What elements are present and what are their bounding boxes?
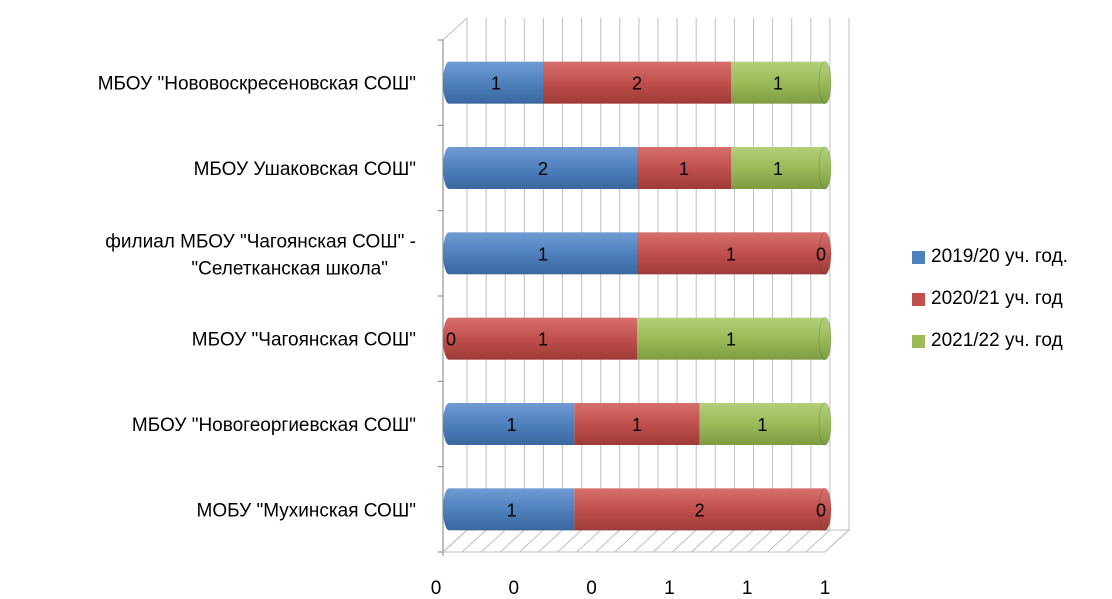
floor-gridline [538,529,563,553]
bar-segment [449,147,637,189]
legend: 2019/20 уч. год. 2020/21 уч. год 2021/22… [912,244,1068,370]
bar-end-cap [443,61,455,104]
floor-gridline [710,529,735,553]
data-labels: 1 2 0 1 1 1 0 1 1 1 1 0 2 1 1 1 2 1 [446,74,826,521]
data-label: 0 [816,500,826,520]
category-labels: МОБУ "Мухинская СОШ" МБОУ "Новогеоргиевск… [98,74,416,522]
bar-end-cap [818,402,832,446]
floor-gridline [557,529,582,553]
data-label: 1 [491,74,501,94]
legend-swatch [912,292,925,306]
data-label: 1 [507,500,517,520]
data-label: 0 [816,244,826,264]
data-label: 2 [632,74,642,94]
category-label: МБОУ "Нововоскресеновская СОШ" [98,74,416,95]
bar-end-cap [818,146,832,190]
x-tick-label: 1 [664,578,675,599]
bar-end-cap [818,61,832,105]
data-label: 1 [773,159,783,179]
data-label: 2 [695,500,705,520]
data-label: 1 [773,74,783,94]
bar-segment [449,317,637,360]
x-tick-label: 1 [742,578,753,599]
category-label: МБОУ Ушаковская СОШ" [194,159,416,180]
bar-end-cap [443,147,455,189]
floor-gridline [690,529,716,553]
floor-gridline [671,529,697,553]
legend-swatch [912,334,925,348]
legend-label: 2019/20 уч. год. [931,246,1068,267]
x-tick-label: 0 [586,578,597,599]
x-tick-label: 1 [820,578,831,599]
floor-gridline [824,529,850,553]
data-label: 1 [538,244,548,264]
floor-gridline [805,529,831,553]
data-label: 1 [679,159,689,179]
category-label: МОБУ "Мухинская СОШ" [197,500,416,521]
bar-end-cap [443,488,455,531]
data-label: 1 [726,330,736,350]
data-label: 1 [507,415,517,435]
data-label: 1 [632,415,642,435]
bar-segment [637,147,731,189]
data-label: 1 [726,244,736,264]
bar-segment [449,488,575,531]
data-label: 0 [446,330,456,350]
floor-gridline [499,529,525,553]
bar-segment [574,403,700,445]
floor-gridline [786,529,812,553]
bar-segment [637,317,825,360]
floor-gridline [614,529,640,553]
data-label: 2 [538,159,548,179]
bar-end-cap [443,232,455,275]
floor-gridline [633,529,659,553]
bar-segment [731,147,825,189]
bar-segment [449,61,543,104]
floor-gridline [442,529,468,553]
floor-gridline [519,529,544,553]
bar-segment [637,232,825,275]
floor-gridline [461,529,487,553]
floor-gridline [767,529,793,553]
legend-label: 2020/21 уч. год [931,288,1063,309]
legend-label: 2021/22 уч. год [931,330,1063,351]
bar-segment [574,488,825,531]
legend-item: 2020/21 уч. год [912,286,1068,312]
legend-item: 2019/20 уч. год. [912,244,1068,270]
bar-end-cap [818,231,832,275]
x-tick-labels: 0 0 0 1 1 1 [431,578,831,599]
floor-gridline [729,529,754,553]
bar-segment [699,403,825,445]
bar-segment [731,61,825,104]
bar-end-cap [818,487,832,531]
bar-end-cap [443,317,455,360]
floor-gridline [595,529,621,553]
bar-end-cap [443,403,455,445]
category-label: филиал МБОУ "Чагоянская СОШ" -"Селетканс… [105,231,416,279]
category-label: МБОУ "Новогеоргиевская СОШ" [132,415,416,436]
bar-segment [543,61,731,104]
x-tick-label: 0 [509,578,520,599]
legend-swatch [912,250,925,264]
category-label: МБОУ "Чагоянская СОШ" [192,330,416,351]
data-label: 1 [757,415,767,435]
floor-gridline [480,529,506,553]
x-tick-label: 0 [431,578,442,599]
bar-end-cap [818,317,832,361]
bar-segment [449,232,637,275]
bar-segment [449,403,575,445]
floor-gridline [748,529,773,553]
bars [443,61,832,531]
floor-gridline [652,529,678,553]
floor-gridline [576,529,602,553]
legend-item: 2021/22 уч. год [912,328,1068,354]
data-label: 1 [538,330,548,350]
